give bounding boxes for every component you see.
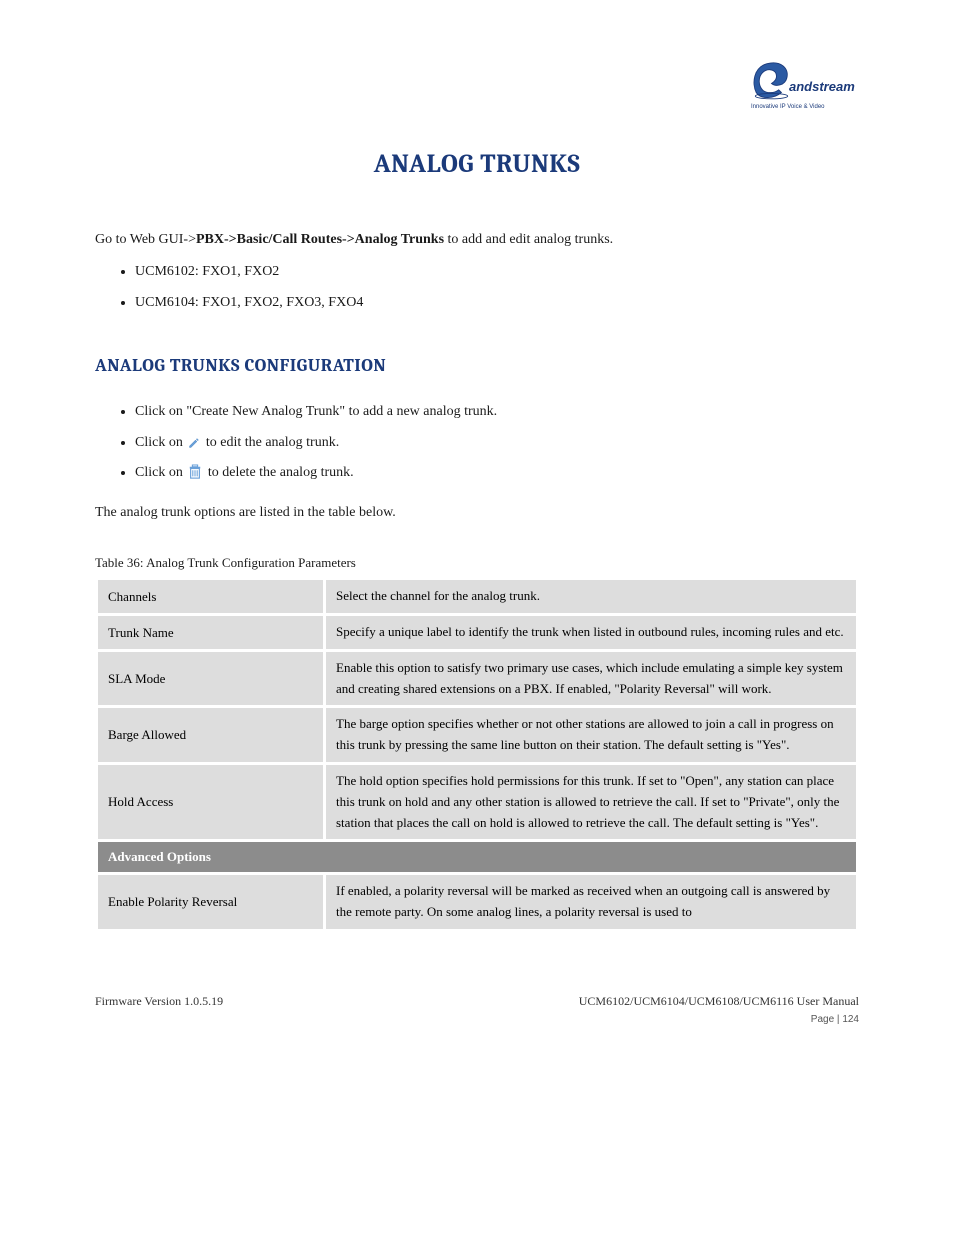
config-text: The analog trunk options are listed in t… [95, 502, 859, 524]
bullet-prefix: Click on [135, 465, 186, 480]
device-line: UCM6102/UCM6104/UCM6108/UCM6116 User Man… [579, 994, 859, 1008]
table-section-header: Advanced Options [98, 842, 856, 875]
table-row: Channels Select the channel for the anal… [98, 580, 856, 616]
param-label: SLA Mode [98, 652, 323, 709]
table-row: Barge Allowed The barge option specifies… [98, 708, 856, 765]
bullet-suffix: to delete the analog trunk. [208, 465, 354, 480]
nav-path: PBX->Basic/Call Routes->Analog Trunks [196, 232, 444, 247]
list-item: Click on to edit the analog trunk. [135, 432, 859, 454]
logo-brand-text: andstream [789, 77, 855, 97]
intro-prefix: Go to Web GUI-> [95, 232, 196, 247]
action-list: Click on "Create New Analog Trunk" to ad… [135, 401, 859, 484]
param-label: Channels [98, 580, 323, 616]
bullet-suffix: to edit the analog trunk. [206, 435, 339, 450]
param-label: Enable Polarity Reversal [98, 875, 323, 932]
brand-logo: andstream Innovative IP Voice & Video [749, 55, 859, 113]
page-footer: Firmware Version 1.0.5.19 UCM6102/UCM610… [95, 992, 859, 1027]
intro-suffix: to add and edit analog trunks. [444, 232, 613, 247]
param-label: Trunk Name [98, 616, 323, 652]
footer-left: Firmware Version 1.0.5.19 [95, 992, 223, 1010]
fxo-list: UCM6102: FXO1, FXO2 UCM6104: FXO1, FXO2,… [135, 261, 859, 314]
param-desc: Specify a unique label to identify the t… [326, 616, 856, 652]
table-row: Enable Polarity Reversal If enabled, a p… [98, 875, 856, 932]
param-desc: Enable this option to satisfy two primar… [326, 652, 856, 709]
section-header-label: Advanced Options [98, 842, 856, 875]
page-prefix: Page | [811, 1014, 843, 1025]
trash-icon [188, 464, 202, 480]
page-number-line: Page | 124 [95, 1012, 859, 1027]
list-item: UCM6104: FXO1, FXO2, FXO3, FXO4 [135, 292, 859, 314]
firmware-label: Firmware Version 1.0.5.19 [95, 994, 223, 1008]
pencil-icon [188, 436, 200, 450]
parameters-table: Channels Select the channel for the anal… [95, 580, 859, 931]
param-desc: If enabled, a polarity reversal will be … [326, 875, 856, 932]
param-desc: Select the channel for the analog trunk. [326, 580, 856, 616]
list-item: Click on "Create New Analog Trunk" to ad… [135, 401, 859, 423]
logo-tagline: Innovative IP Voice & Video [751, 103, 825, 112]
intro-text: Go to Web GUI->PBX->Basic/Call Routes->A… [95, 229, 859, 251]
bullet-prefix: Click on [135, 435, 186, 450]
page-title: ANALOG TRUNKS [95, 145, 859, 184]
table-row: SLA Mode Enable this option to satisfy t… [98, 652, 856, 709]
list-item: Click on to delete the analog trunk. [135, 462, 859, 484]
logo-swoosh-icon [749, 55, 794, 103]
section-heading: ANALOG TRUNKS CONFIGURATION [95, 352, 859, 379]
param-desc: The barge option specifies whether or no… [326, 708, 856, 765]
table-row: Hold Access The hold option specifies ho… [98, 765, 856, 842]
table-caption: Table 36: Analog Trunk Configuration Par… [95, 553, 859, 573]
param-desc: The hold option specifies hold permissio… [326, 765, 856, 842]
list-item: UCM6102: FXO1, FXO2 [135, 261, 859, 283]
param-label: Barge Allowed [98, 708, 323, 765]
param-label: Hold Access [98, 765, 323, 842]
table-row: Trunk Name Specify a unique label to ide… [98, 616, 856, 652]
page-number: 124 [842, 1014, 859, 1025]
